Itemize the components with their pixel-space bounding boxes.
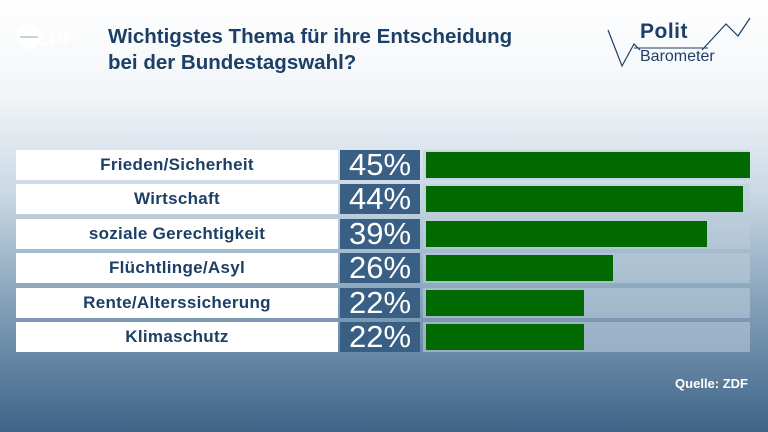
politbarometer-word-1: Polit	[640, 20, 688, 43]
category-label: Klimaschutz	[16, 322, 338, 352]
category-label: Wirtschaft	[16, 184, 338, 214]
bar-track	[423, 288, 750, 318]
zdf-logo-text: ZDF	[36, 28, 75, 50]
bar	[426, 324, 585, 350]
zdf-logo: ZDF	[17, 25, 75, 50]
bar	[426, 221, 707, 247]
bar-track	[423, 150, 750, 180]
bar	[426, 152, 750, 178]
politbarometer-line-icon	[607, 17, 751, 68]
value-label: 39%	[340, 216, 420, 251]
politbarometer-word-2: Barometer	[640, 48, 715, 65]
bar	[426, 290, 585, 316]
bar-track	[423, 253, 750, 283]
value-label: 45%	[340, 147, 420, 182]
bar	[426, 186, 743, 212]
category-label: soziale Gerechtigkeit	[16, 219, 338, 249]
category-label: Flüchtlinge/Asyl	[16, 253, 338, 283]
source-label: Quelle: ZDF	[675, 376, 748, 391]
value-label: 26%	[340, 250, 420, 285]
bar-track	[423, 322, 750, 352]
bar-track	[423, 219, 750, 249]
bar	[426, 255, 614, 281]
value-label: 22%	[340, 285, 420, 320]
value-label: 22%	[340, 319, 420, 354]
chart-title: Wichtigstes Thema für ihre Entscheidung …	[108, 24, 588, 76]
politbarometer-logo: Polit Barometer	[604, 16, 754, 76]
bar-track	[423, 184, 750, 214]
category-label: Rente/Alterssicherung	[16, 288, 338, 318]
chart-title-line-1: Wichtigstes Thema für ihre Entscheidung	[108, 25, 513, 48]
value-label: 44%	[340, 181, 420, 216]
category-label: Frieden/Sicherheit	[16, 150, 338, 180]
chart-title-line-2: bei der Bundestagswahl?	[108, 51, 357, 74]
